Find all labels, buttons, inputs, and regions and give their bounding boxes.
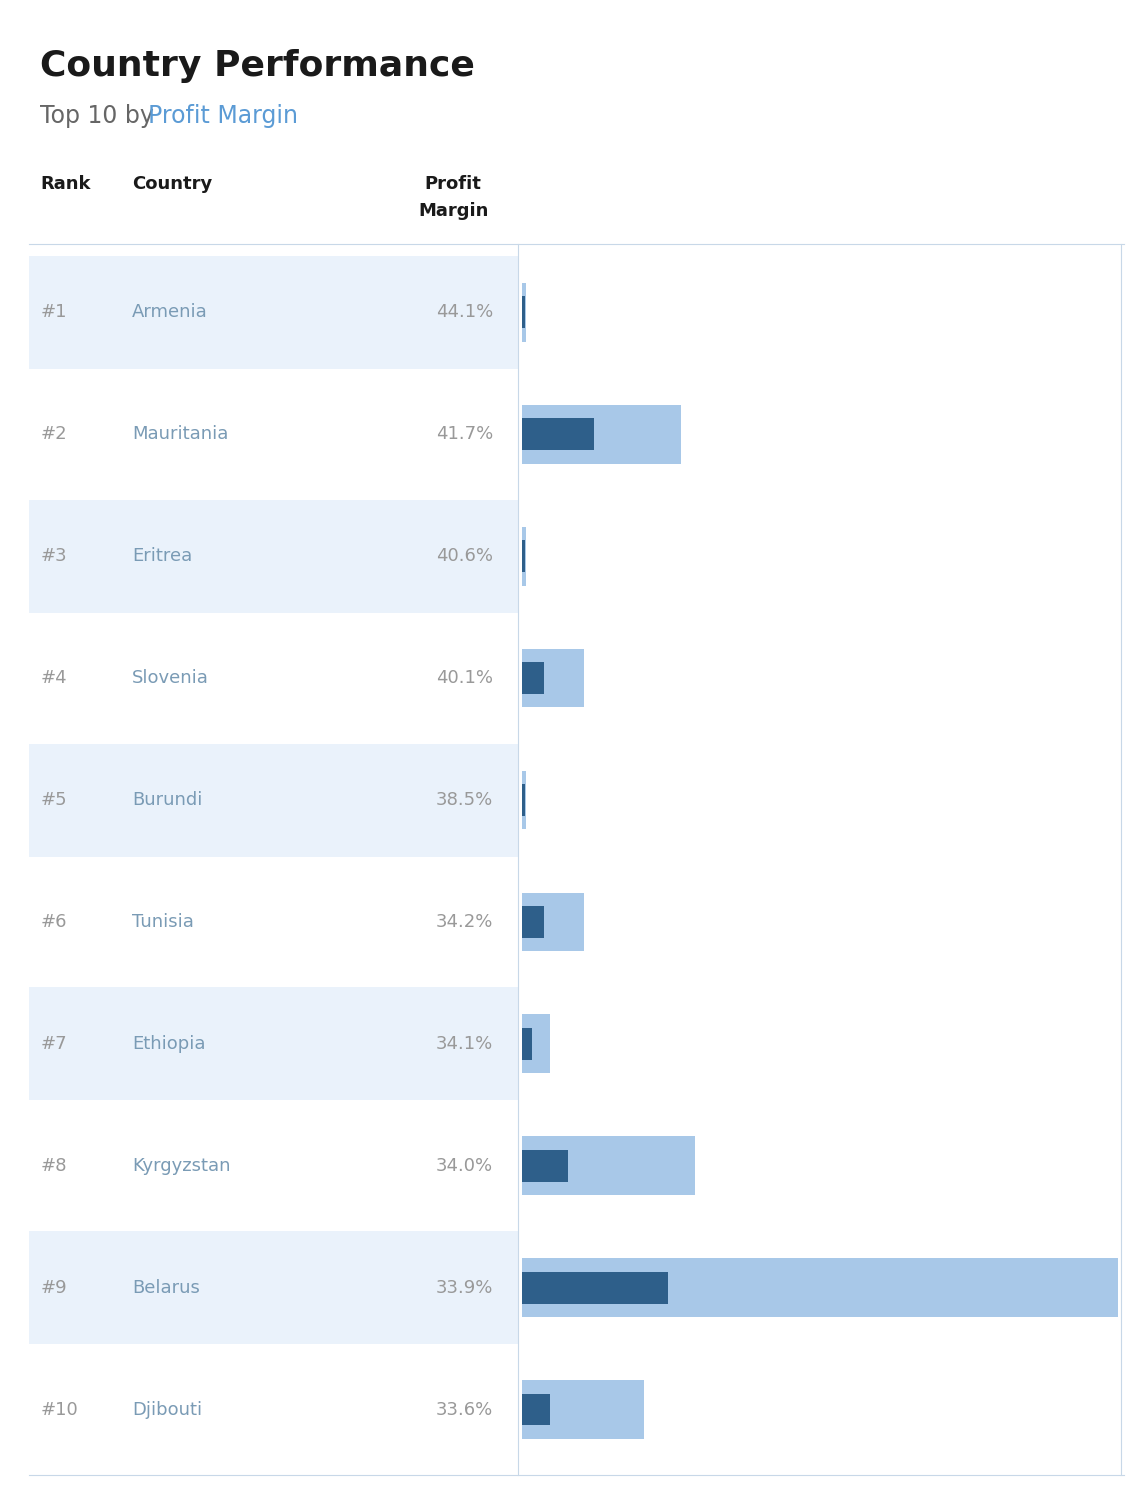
FancyBboxPatch shape bbox=[522, 1258, 1118, 1317]
FancyBboxPatch shape bbox=[29, 622, 518, 735]
Text: Top 10 by: Top 10 by bbox=[40, 104, 162, 128]
FancyBboxPatch shape bbox=[522, 906, 544, 938]
Text: Kyrgyzstan: Kyrgyzstan bbox=[132, 1157, 231, 1175]
Text: Profit Margin: Profit Margin bbox=[148, 104, 298, 128]
FancyBboxPatch shape bbox=[522, 1014, 549, 1074]
Text: Eritrea: Eritrea bbox=[132, 547, 193, 565]
Text: 34.1%: 34.1% bbox=[436, 1035, 493, 1053]
Text: Rank: Rank bbox=[40, 175, 91, 193]
FancyBboxPatch shape bbox=[522, 296, 524, 329]
FancyBboxPatch shape bbox=[522, 770, 526, 830]
FancyBboxPatch shape bbox=[522, 283, 526, 342]
Text: 41.7%: 41.7% bbox=[436, 425, 493, 443]
Text: #9: #9 bbox=[40, 1279, 67, 1297]
FancyBboxPatch shape bbox=[522, 1380, 643, 1439]
Text: Armenia: Armenia bbox=[132, 303, 208, 321]
Text: Slovenia: Slovenia bbox=[132, 669, 209, 687]
FancyBboxPatch shape bbox=[522, 1136, 695, 1196]
Text: 34.2%: 34.2% bbox=[436, 913, 493, 931]
Text: #8: #8 bbox=[40, 1157, 67, 1175]
FancyBboxPatch shape bbox=[29, 744, 518, 857]
Text: #7: #7 bbox=[40, 1035, 67, 1053]
Text: #1: #1 bbox=[40, 303, 67, 321]
FancyBboxPatch shape bbox=[522, 1028, 531, 1060]
FancyBboxPatch shape bbox=[522, 418, 594, 451]
FancyBboxPatch shape bbox=[29, 378, 518, 491]
Text: Margin: Margin bbox=[418, 202, 489, 220]
Text: #3: #3 bbox=[40, 547, 67, 565]
FancyBboxPatch shape bbox=[522, 1393, 549, 1426]
Text: #6: #6 bbox=[40, 913, 67, 931]
Text: 33.6%: 33.6% bbox=[436, 1401, 493, 1419]
Text: 40.6%: 40.6% bbox=[436, 547, 493, 565]
FancyBboxPatch shape bbox=[29, 1231, 518, 1344]
FancyBboxPatch shape bbox=[522, 784, 524, 816]
FancyBboxPatch shape bbox=[522, 540, 524, 572]
Text: #10: #10 bbox=[40, 1401, 78, 1419]
FancyBboxPatch shape bbox=[522, 648, 584, 708]
Text: 44.1%: 44.1% bbox=[436, 303, 493, 321]
Text: Ethiopia: Ethiopia bbox=[132, 1035, 205, 1053]
FancyBboxPatch shape bbox=[522, 404, 681, 464]
FancyBboxPatch shape bbox=[29, 500, 518, 613]
Text: 34.0%: 34.0% bbox=[436, 1157, 493, 1175]
FancyBboxPatch shape bbox=[522, 892, 584, 952]
FancyBboxPatch shape bbox=[29, 256, 518, 369]
FancyBboxPatch shape bbox=[522, 526, 526, 586]
Text: Profit: Profit bbox=[424, 175, 482, 193]
FancyBboxPatch shape bbox=[29, 865, 518, 978]
Text: 33.9%: 33.9% bbox=[436, 1279, 493, 1297]
Text: Burundi: Burundi bbox=[132, 791, 202, 809]
Text: #4: #4 bbox=[40, 669, 67, 687]
Text: #2: #2 bbox=[40, 425, 67, 443]
Text: Belarus: Belarus bbox=[132, 1279, 200, 1297]
Text: Tunisia: Tunisia bbox=[132, 913, 194, 931]
Text: 40.1%: 40.1% bbox=[436, 669, 493, 687]
FancyBboxPatch shape bbox=[29, 987, 518, 1100]
FancyBboxPatch shape bbox=[29, 1353, 518, 1466]
Text: 38.5%: 38.5% bbox=[436, 791, 493, 809]
Text: Mauritania: Mauritania bbox=[132, 425, 228, 443]
Text: Djibouti: Djibouti bbox=[132, 1401, 202, 1419]
FancyBboxPatch shape bbox=[522, 1149, 568, 1182]
FancyBboxPatch shape bbox=[522, 1271, 668, 1304]
Text: Country: Country bbox=[132, 175, 212, 193]
FancyBboxPatch shape bbox=[29, 1109, 518, 1222]
Text: Country Performance: Country Performance bbox=[40, 49, 475, 83]
Text: #5: #5 bbox=[40, 791, 67, 809]
FancyBboxPatch shape bbox=[522, 662, 544, 694]
